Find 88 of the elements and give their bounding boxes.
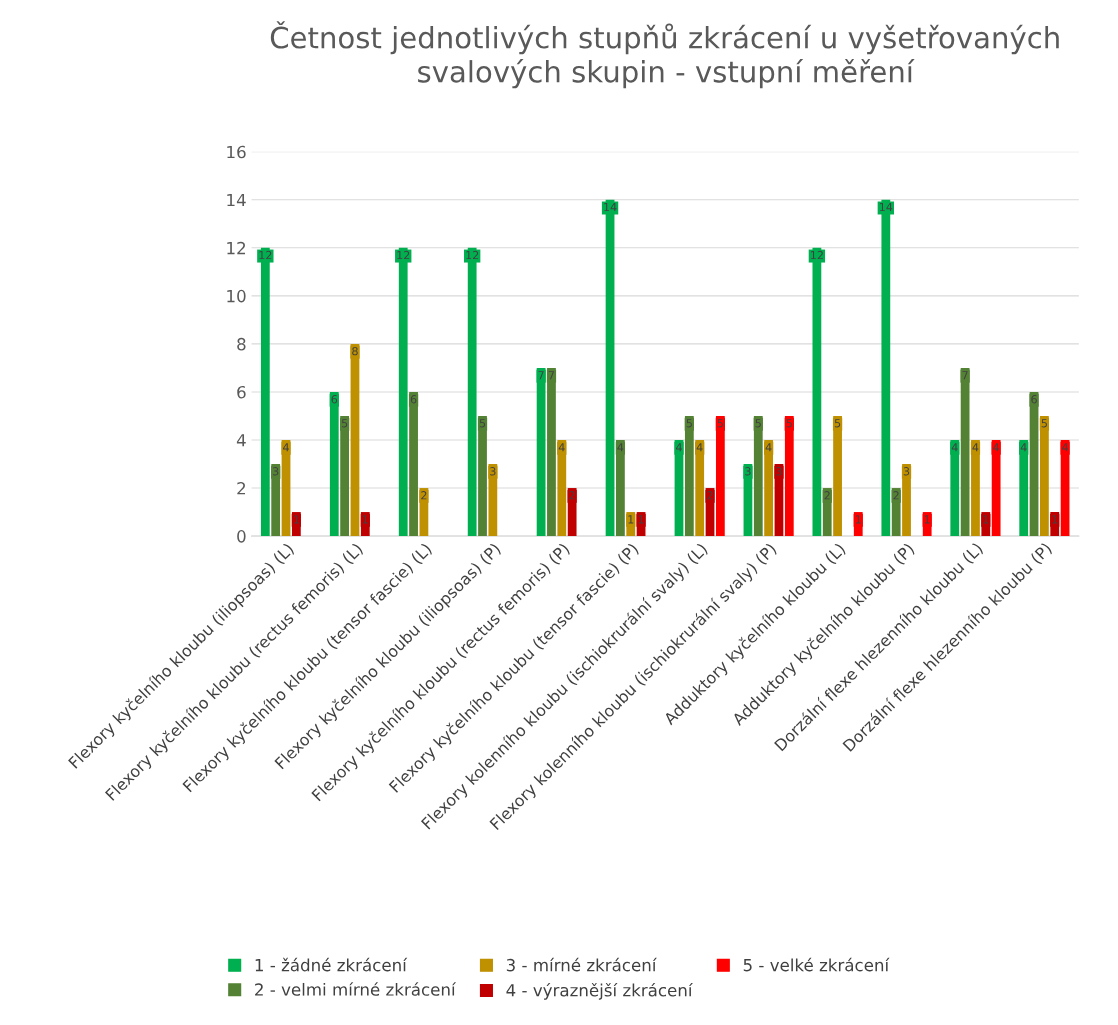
data-label: 4 xyxy=(1062,443,1068,452)
data-label: 12 xyxy=(811,250,823,260)
data-label: 5 xyxy=(755,419,761,428)
data-label: 2 xyxy=(893,491,899,500)
bar xyxy=(329,391,339,537)
data-label: 1 xyxy=(362,515,368,524)
bar xyxy=(833,415,842,537)
data-label: 1 xyxy=(1052,515,1058,524)
data-label: 14 xyxy=(879,202,893,212)
bar xyxy=(340,415,350,537)
bar xyxy=(1040,415,1049,537)
data-label: 1 xyxy=(924,515,930,524)
data-label: 12 xyxy=(466,250,479,260)
legend-label: 3 - mírné zkrácení xyxy=(506,957,657,972)
bar xyxy=(950,439,960,537)
y-tick-label: 16 xyxy=(227,145,246,159)
bar xyxy=(881,199,891,537)
data-label: 3 xyxy=(490,467,496,476)
y-tick-label: 4 xyxy=(236,434,246,447)
data-label: 4 xyxy=(676,443,682,452)
bar xyxy=(398,247,408,537)
legend-label: 4 - výraznější zkrácení xyxy=(506,982,693,1000)
data-label: 4 xyxy=(1020,443,1027,452)
data-label: 7 xyxy=(962,371,968,380)
bar xyxy=(547,367,556,537)
data-label: 4 xyxy=(951,443,958,452)
data-label: 4 xyxy=(972,443,979,452)
bar xyxy=(467,247,477,537)
data-label: 14 xyxy=(604,202,617,212)
bar xyxy=(812,247,822,537)
bar xyxy=(715,415,725,537)
data-label: 5 xyxy=(479,419,486,428)
bar xyxy=(991,439,1001,537)
data-label: 1 xyxy=(855,515,861,524)
data-label: 3 xyxy=(776,467,782,476)
bar xyxy=(536,367,546,537)
data-label: 2 xyxy=(569,491,575,500)
data-label: 4 xyxy=(696,443,703,452)
bar xyxy=(684,415,694,537)
data-label: 6 xyxy=(410,395,417,404)
bar xyxy=(695,439,705,537)
data-label: 2 xyxy=(707,491,713,500)
data-label: 5 xyxy=(717,419,723,428)
data-label: 4 xyxy=(617,443,624,452)
data-label: 4 xyxy=(993,443,1000,452)
data-label: 6 xyxy=(1031,395,1037,404)
data-label: 4 xyxy=(283,443,289,452)
data-label: 3 xyxy=(272,467,279,476)
y-tick-label: 8 xyxy=(237,337,246,351)
bar xyxy=(260,247,270,537)
data-label: 5 xyxy=(686,419,692,428)
legend-label: 5 - velké zkrácení xyxy=(743,957,890,972)
y-tick-label: 2 xyxy=(237,481,246,495)
bar xyxy=(1019,439,1029,537)
data-label: 2 xyxy=(824,491,830,500)
y-tick-label: 14 xyxy=(227,193,246,207)
y-tick-label: 10 xyxy=(227,289,246,303)
data-label: 7 xyxy=(538,371,544,380)
bar xyxy=(557,439,567,537)
bar xyxy=(409,391,418,537)
data-label: 12 xyxy=(397,250,410,260)
legend-label: 2 - velmi mírné zkrácení xyxy=(255,982,457,996)
data-label: 1 xyxy=(294,515,299,524)
bar xyxy=(753,415,763,537)
data-label: 1 xyxy=(628,515,634,524)
data-label: 1 xyxy=(638,515,644,524)
data-label: 6 xyxy=(331,395,338,404)
data-label: 12 xyxy=(259,250,272,260)
data-label: 3 xyxy=(903,467,910,476)
bar xyxy=(784,415,794,537)
y-tick-label: 6 xyxy=(237,385,246,399)
data-label: 8 xyxy=(352,346,358,356)
data-label: 2 xyxy=(421,491,427,500)
legend-label: 1 - žádné zkrácení xyxy=(255,957,408,972)
data-label: 3 xyxy=(745,467,751,476)
data-label: 5 xyxy=(341,419,348,428)
chart-title: Četnost jednotlivých stupňů zkrácení u vyšetřovaných svalových skupin - vstupní měření xyxy=(270,21,1059,89)
data-label: 5 xyxy=(1041,419,1047,428)
data-label: 5 xyxy=(834,419,841,428)
data-label: 4 xyxy=(558,443,565,452)
y-tick-label: 0 xyxy=(237,530,246,543)
data-label: 7 xyxy=(548,371,555,380)
bar xyxy=(478,415,487,537)
bar xyxy=(960,367,970,537)
data-label: 5 xyxy=(786,419,792,428)
y-tick-label: 12 xyxy=(227,241,246,255)
data-label: 4 xyxy=(765,443,772,452)
data-label: 1 xyxy=(983,515,989,524)
